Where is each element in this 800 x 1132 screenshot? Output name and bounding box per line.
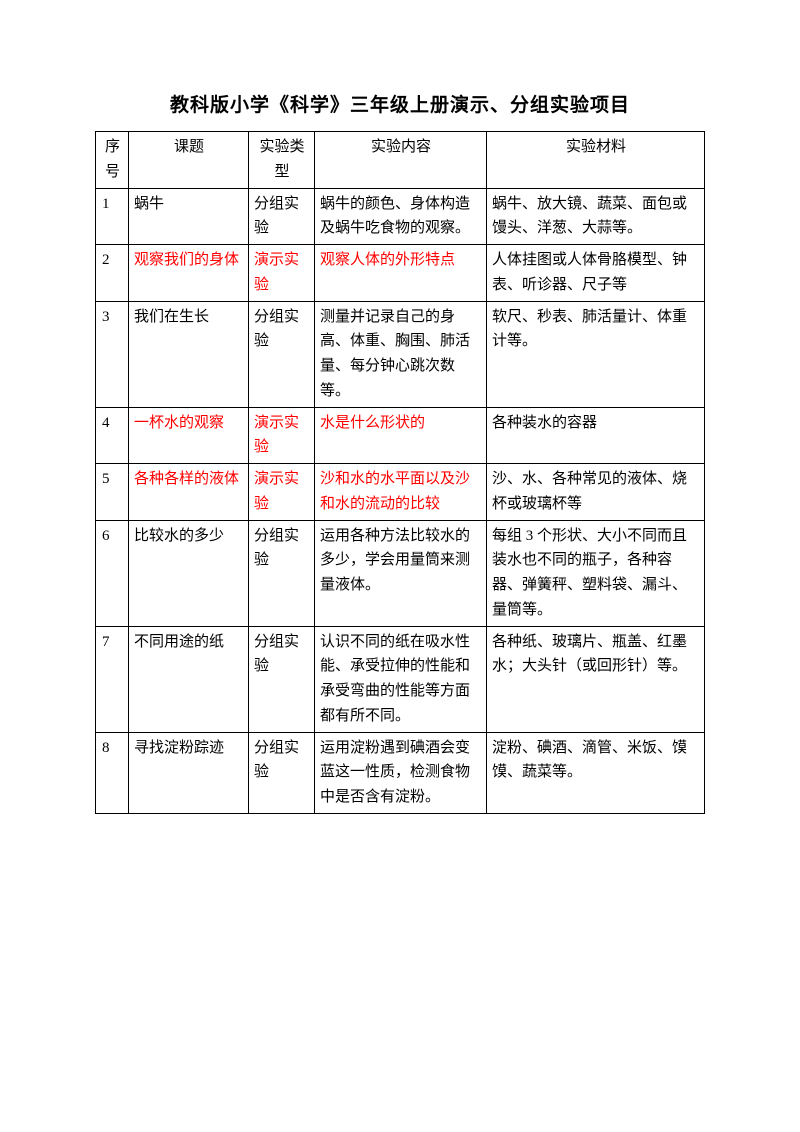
cell-topic: 一杯水的观察 — [129, 407, 249, 464]
cell-material: 沙、水、各种常见的液体、烧杯或玻璃杯等 — [487, 464, 705, 521]
cell-topic: 观察我们的身体 — [129, 245, 249, 302]
table-row: 7 不同用途的纸 分组实验 认识不同的纸在吸水性能、承受拉伸的性能和承受弯曲的性… — [96, 626, 705, 732]
cell-topic: 我们在生长 — [129, 301, 249, 407]
page-title: 教科版小学《科学》三年级上册演示、分组实验项目 — [95, 90, 705, 117]
cell-material: 每组 3 个形状、大小不同而且装水也不同的瓶子，各种容器、弹簧秤、塑料袋、漏斗、… — [487, 520, 705, 626]
cell-material: 各种纸、玻璃片、瓶盖、红墨水；大头针（或回形针）等。 — [487, 626, 705, 732]
cell-topic: 比较水的多少 — [129, 520, 249, 626]
table-row: 6 比较水的多少 分组实验 运用各种方法比较水的多少，学会用量筒来测量液体。 每… — [96, 520, 705, 626]
cell-content: 测量并记录自己的身高、体重、胸围、肺活量、每分钟心跳次数等。 — [315, 301, 487, 407]
cell-num: 2 — [96, 245, 129, 302]
table-row: 5 各种各样的液体 演示实验 沙和水的水平面以及沙和水的流动的比较 沙、水、各种… — [96, 464, 705, 521]
table-row: 3 我们在生长 分组实验 测量并记录自己的身高、体重、胸围、肺活量、每分钟心跳次… — [96, 301, 705, 407]
cell-topic: 寻找淀粉踪迹 — [129, 732, 249, 813]
table-row: 2 观察我们的身体 演示实验 观察人体的外形特点 人体挂图或人体骨胳模型、钟表、… — [96, 245, 705, 302]
cell-num: 5 — [96, 464, 129, 521]
cell-topic: 各种各样的液体 — [129, 464, 249, 521]
cell-type: 分组实验 — [249, 301, 315, 407]
table-row: 1 蜗牛 分组实验 蜗牛的颜色、身体构造及蜗牛吃食物的观察。 蜗牛、放大镜、蔬菜… — [96, 188, 705, 245]
cell-content: 运用淀粉遇到碘酒会变蓝这一性质，检测食物中是否含有淀粉。 — [315, 732, 487, 813]
cell-content: 水是什么形状的 — [315, 407, 487, 464]
col-header-topic: 课题 — [129, 132, 249, 189]
col-header-material: 实验材料 — [487, 132, 705, 189]
cell-num: 8 — [96, 732, 129, 813]
cell-type: 演示实验 — [249, 407, 315, 464]
cell-num: 6 — [96, 520, 129, 626]
cell-num: 3 — [96, 301, 129, 407]
document-page: 教科版小学《科学》三年级上册演示、分组实验项目 序号 课题 实验类型 实验内容 … — [0, 0, 800, 814]
cell-type: 分组实验 — [249, 732, 315, 813]
cell-content: 蜗牛的颜色、身体构造及蜗牛吃食物的观察。 — [315, 188, 487, 245]
cell-material: 蜗牛、放大镜、蔬菜、面包或馒头、洋葱、大蒜等。 — [487, 188, 705, 245]
cell-material: 淀粉、碘酒、滴管、米饭、馍馍、蔬菜等。 — [487, 732, 705, 813]
col-header-content: 实验内容 — [315, 132, 487, 189]
cell-num: 1 — [96, 188, 129, 245]
cell-type: 演示实验 — [249, 245, 315, 302]
cell-content: 沙和水的水平面以及沙和水的流动的比较 — [315, 464, 487, 521]
cell-content: 认识不同的纸在吸水性能、承受拉伸的性能和承受弯曲的性能等方面都有所不同。 — [315, 626, 487, 732]
cell-type: 分组实验 — [249, 188, 315, 245]
experiments-table: 序号 课题 实验类型 实验内容 实验材料 1 蜗牛 分组实验 蜗牛的颜色、身体构… — [95, 131, 705, 814]
table-row: 8 寻找淀粉踪迹 分组实验 运用淀粉遇到碘酒会变蓝这一性质，检测食物中是否含有淀… — [96, 732, 705, 813]
col-header-num: 序号 — [96, 132, 129, 189]
cell-type: 分组实验 — [249, 520, 315, 626]
cell-topic: 不同用途的纸 — [129, 626, 249, 732]
table-header-row: 序号 课题 实验类型 实验内容 实验材料 — [96, 132, 705, 189]
cell-num: 7 — [96, 626, 129, 732]
cell-type: 分组实验 — [249, 626, 315, 732]
cell-material: 人体挂图或人体骨胳模型、钟表、听诊器、尺子等 — [487, 245, 705, 302]
table-row: 4 一杯水的观察 演示实验 水是什么形状的 各种装水的容器 — [96, 407, 705, 464]
cell-material: 各种装水的容器 — [487, 407, 705, 464]
cell-content: 运用各种方法比较水的多少，学会用量筒来测量液体。 — [315, 520, 487, 626]
col-header-type: 实验类型 — [249, 132, 315, 189]
cell-material: 软尺、秒表、肺活量计、体重计等。 — [487, 301, 705, 407]
cell-type: 演示实验 — [249, 464, 315, 521]
cell-topic: 蜗牛 — [129, 188, 249, 245]
cell-content: 观察人体的外形特点 — [315, 245, 487, 302]
cell-num: 4 — [96, 407, 129, 464]
